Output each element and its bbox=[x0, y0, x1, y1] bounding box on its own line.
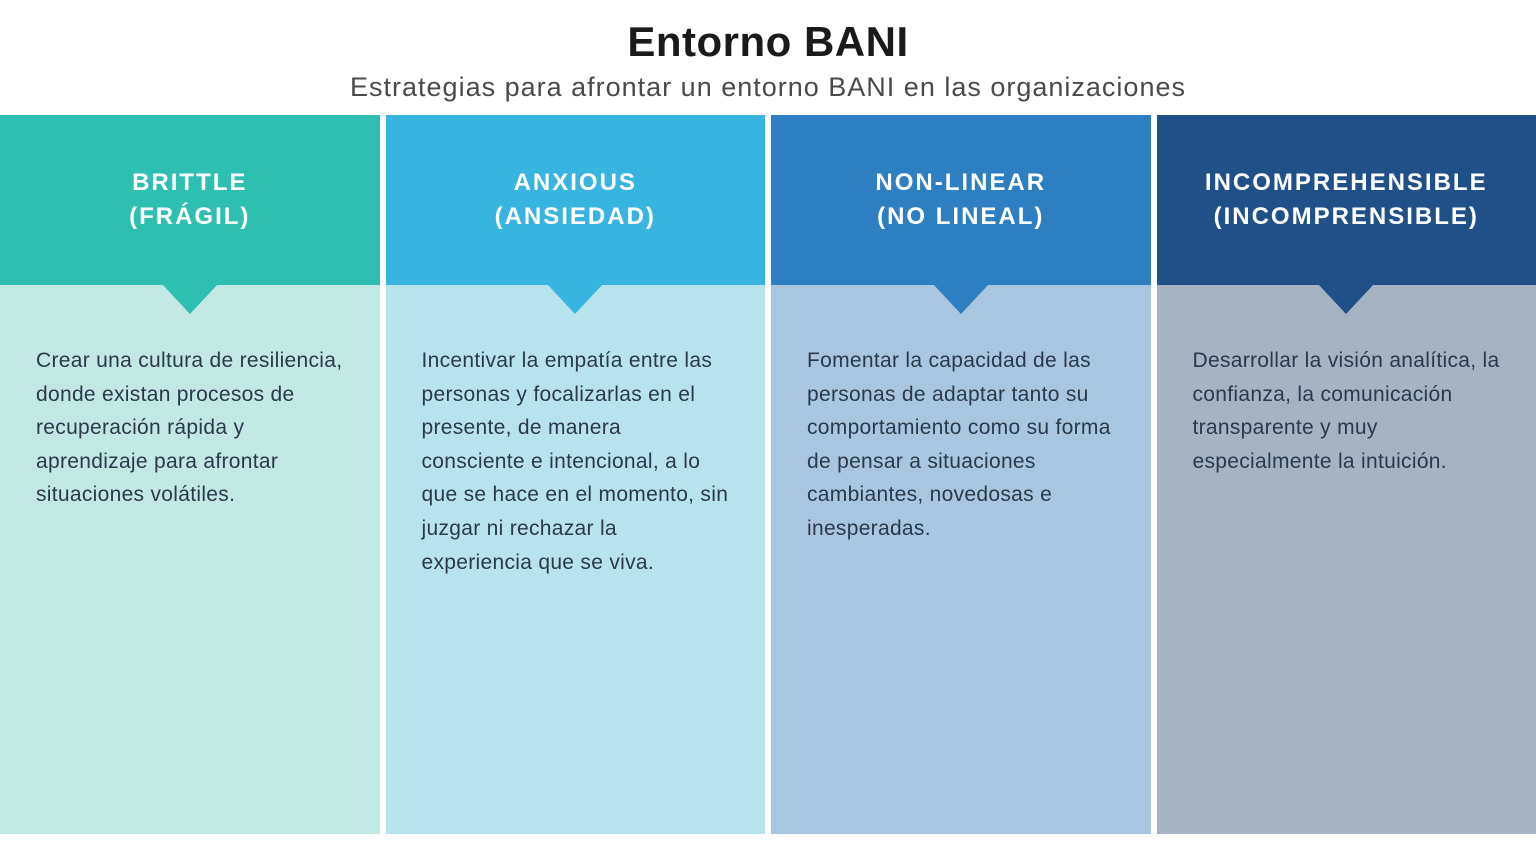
column-label-es: (NO LINEAL) bbox=[877, 200, 1044, 234]
chevron-down-icon bbox=[1318, 284, 1374, 314]
column-label-en: BRITTLE bbox=[132, 166, 247, 200]
column-header-brittle: BRITTLE (FRÁGIL) bbox=[0, 115, 380, 285]
column-brittle: BRITTLE (FRÁGIL) Crear una cultura de re… bbox=[0, 115, 386, 834]
column-label-en: INCOMPREHENSIBLE bbox=[1205, 166, 1488, 200]
column-body-nonlinear: Fomentar la capacidad de las personas de… bbox=[771, 285, 1151, 834]
column-label-es: (FRÁGIL) bbox=[129, 200, 250, 234]
column-header-nonlinear: NON-LINEAR (NO LINEAL) bbox=[771, 115, 1151, 285]
column-nonlinear: NON-LINEAR (NO LINEAL) Fomentar la capac… bbox=[771, 115, 1157, 834]
column-body-text: Desarrollar la visión analítica, la conf… bbox=[1193, 344, 1501, 478]
column-label-es: (ANSIEDAD) bbox=[495, 200, 656, 234]
column-body-text: Incentivar la empatía entre las personas… bbox=[422, 344, 730, 579]
column-label-es: (INCOMPRENSIBLE) bbox=[1214, 200, 1479, 234]
page-subtitle: Estrategias para afrontar un entorno BAN… bbox=[0, 72, 1536, 103]
column-body-anxious: Incentivar la empatía entre las personas… bbox=[386, 285, 766, 834]
column-label-en: ANXIOUS bbox=[514, 166, 637, 200]
chevron-down-icon bbox=[162, 284, 218, 314]
column-body-incomprehensible: Desarrollar la visión analítica, la conf… bbox=[1157, 285, 1536, 834]
column-body-text: Crear una cultura de resiliencia, donde … bbox=[36, 344, 344, 512]
column-label-en: NON-LINEAR bbox=[875, 166, 1046, 200]
column-incomprehensible: INCOMPREHENSIBLE (INCOMPRENSIBLE) Desarr… bbox=[1157, 115, 1536, 834]
columns-row: BRITTLE (FRÁGIL) Crear una cultura de re… bbox=[0, 115, 1536, 864]
column-body-brittle: Crear una cultura de resiliencia, donde … bbox=[0, 285, 380, 834]
chevron-down-icon bbox=[933, 284, 989, 314]
column-header-anxious: ANXIOUS (ANSIEDAD) bbox=[386, 115, 766, 285]
column-anxious: ANXIOUS (ANSIEDAD) Incentivar la empatía… bbox=[386, 115, 772, 834]
page-title: Entorno BANI bbox=[0, 18, 1536, 66]
column-body-text: Fomentar la capacidad de las personas de… bbox=[807, 344, 1115, 546]
header: Entorno BANI Estrategias para afrontar u… bbox=[0, 0, 1536, 115]
column-header-incomprehensible: INCOMPREHENSIBLE (INCOMPRENSIBLE) bbox=[1157, 115, 1536, 285]
infographic-container: Entorno BANI Estrategias para afrontar u… bbox=[0, 0, 1536, 864]
chevron-down-icon bbox=[547, 284, 603, 314]
